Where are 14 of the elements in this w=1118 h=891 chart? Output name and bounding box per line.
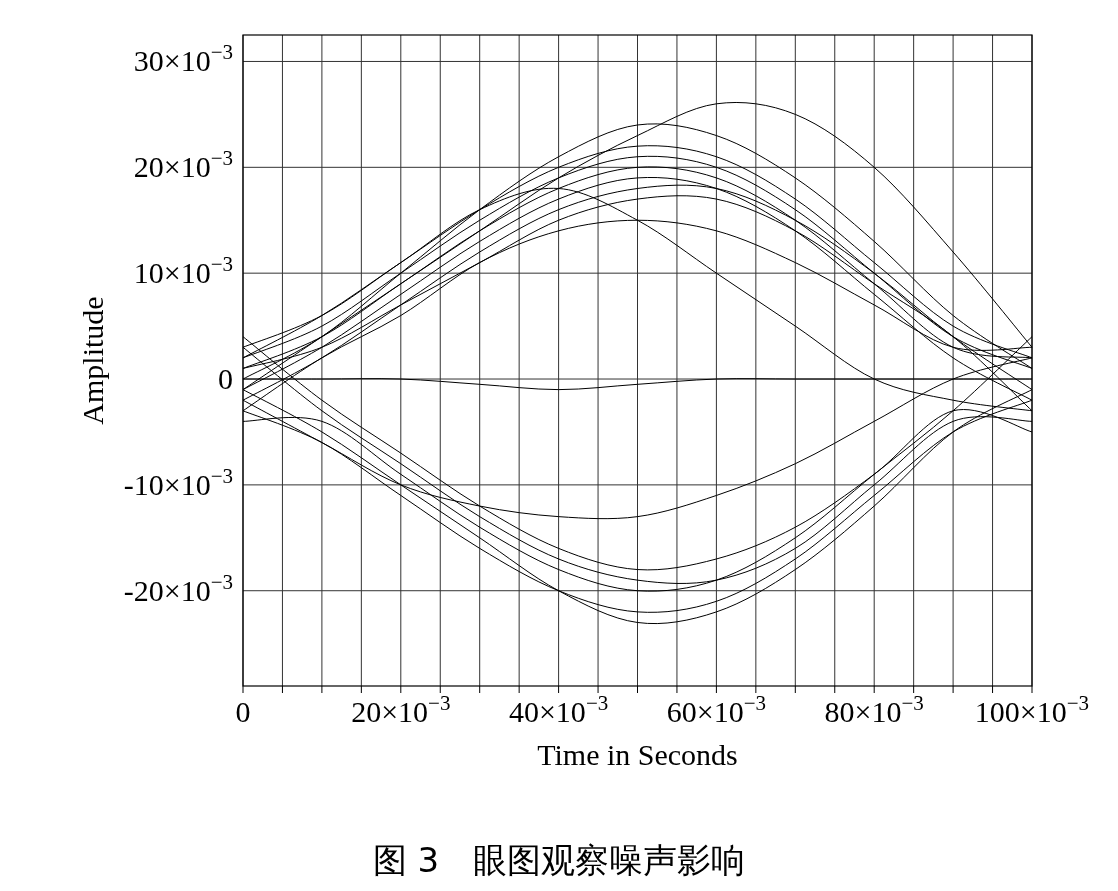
x-tick-label: 80×10$^{−3}$ bbox=[824, 691, 924, 728]
y-tick-label: 0 bbox=[218, 362, 233, 396]
x-axis-title: Time in Seconds bbox=[537, 738, 738, 771]
y-tick-label: 30×10$^{−3}$ bbox=[133, 40, 233, 78]
y-tick-label: 10×10$^{−3}$ bbox=[133, 252, 233, 290]
x-tick-label: 40×10$^{−3}$ bbox=[508, 691, 609, 728]
y-tick-label: -20×10$^{−3}$ bbox=[123, 569, 233, 607]
x-tick-label: 20×10$^{−3}$ bbox=[351, 691, 451, 728]
y-tick-label: -10×10$^{−3}$ bbox=[123, 463, 233, 501]
x-tick-label: 60×10$^{−3}$ bbox=[666, 691, 767, 728]
y-tick-label: 20×10$^{−3}$ bbox=[133, 146, 233, 184]
y-axis-title: Amplitude bbox=[76, 296, 109, 425]
x-tick-label: 100×10$^{−3}$ bbox=[974, 691, 1090, 728]
caption: 图 3 眼图观察噪声影响 bbox=[372, 840, 746, 880]
